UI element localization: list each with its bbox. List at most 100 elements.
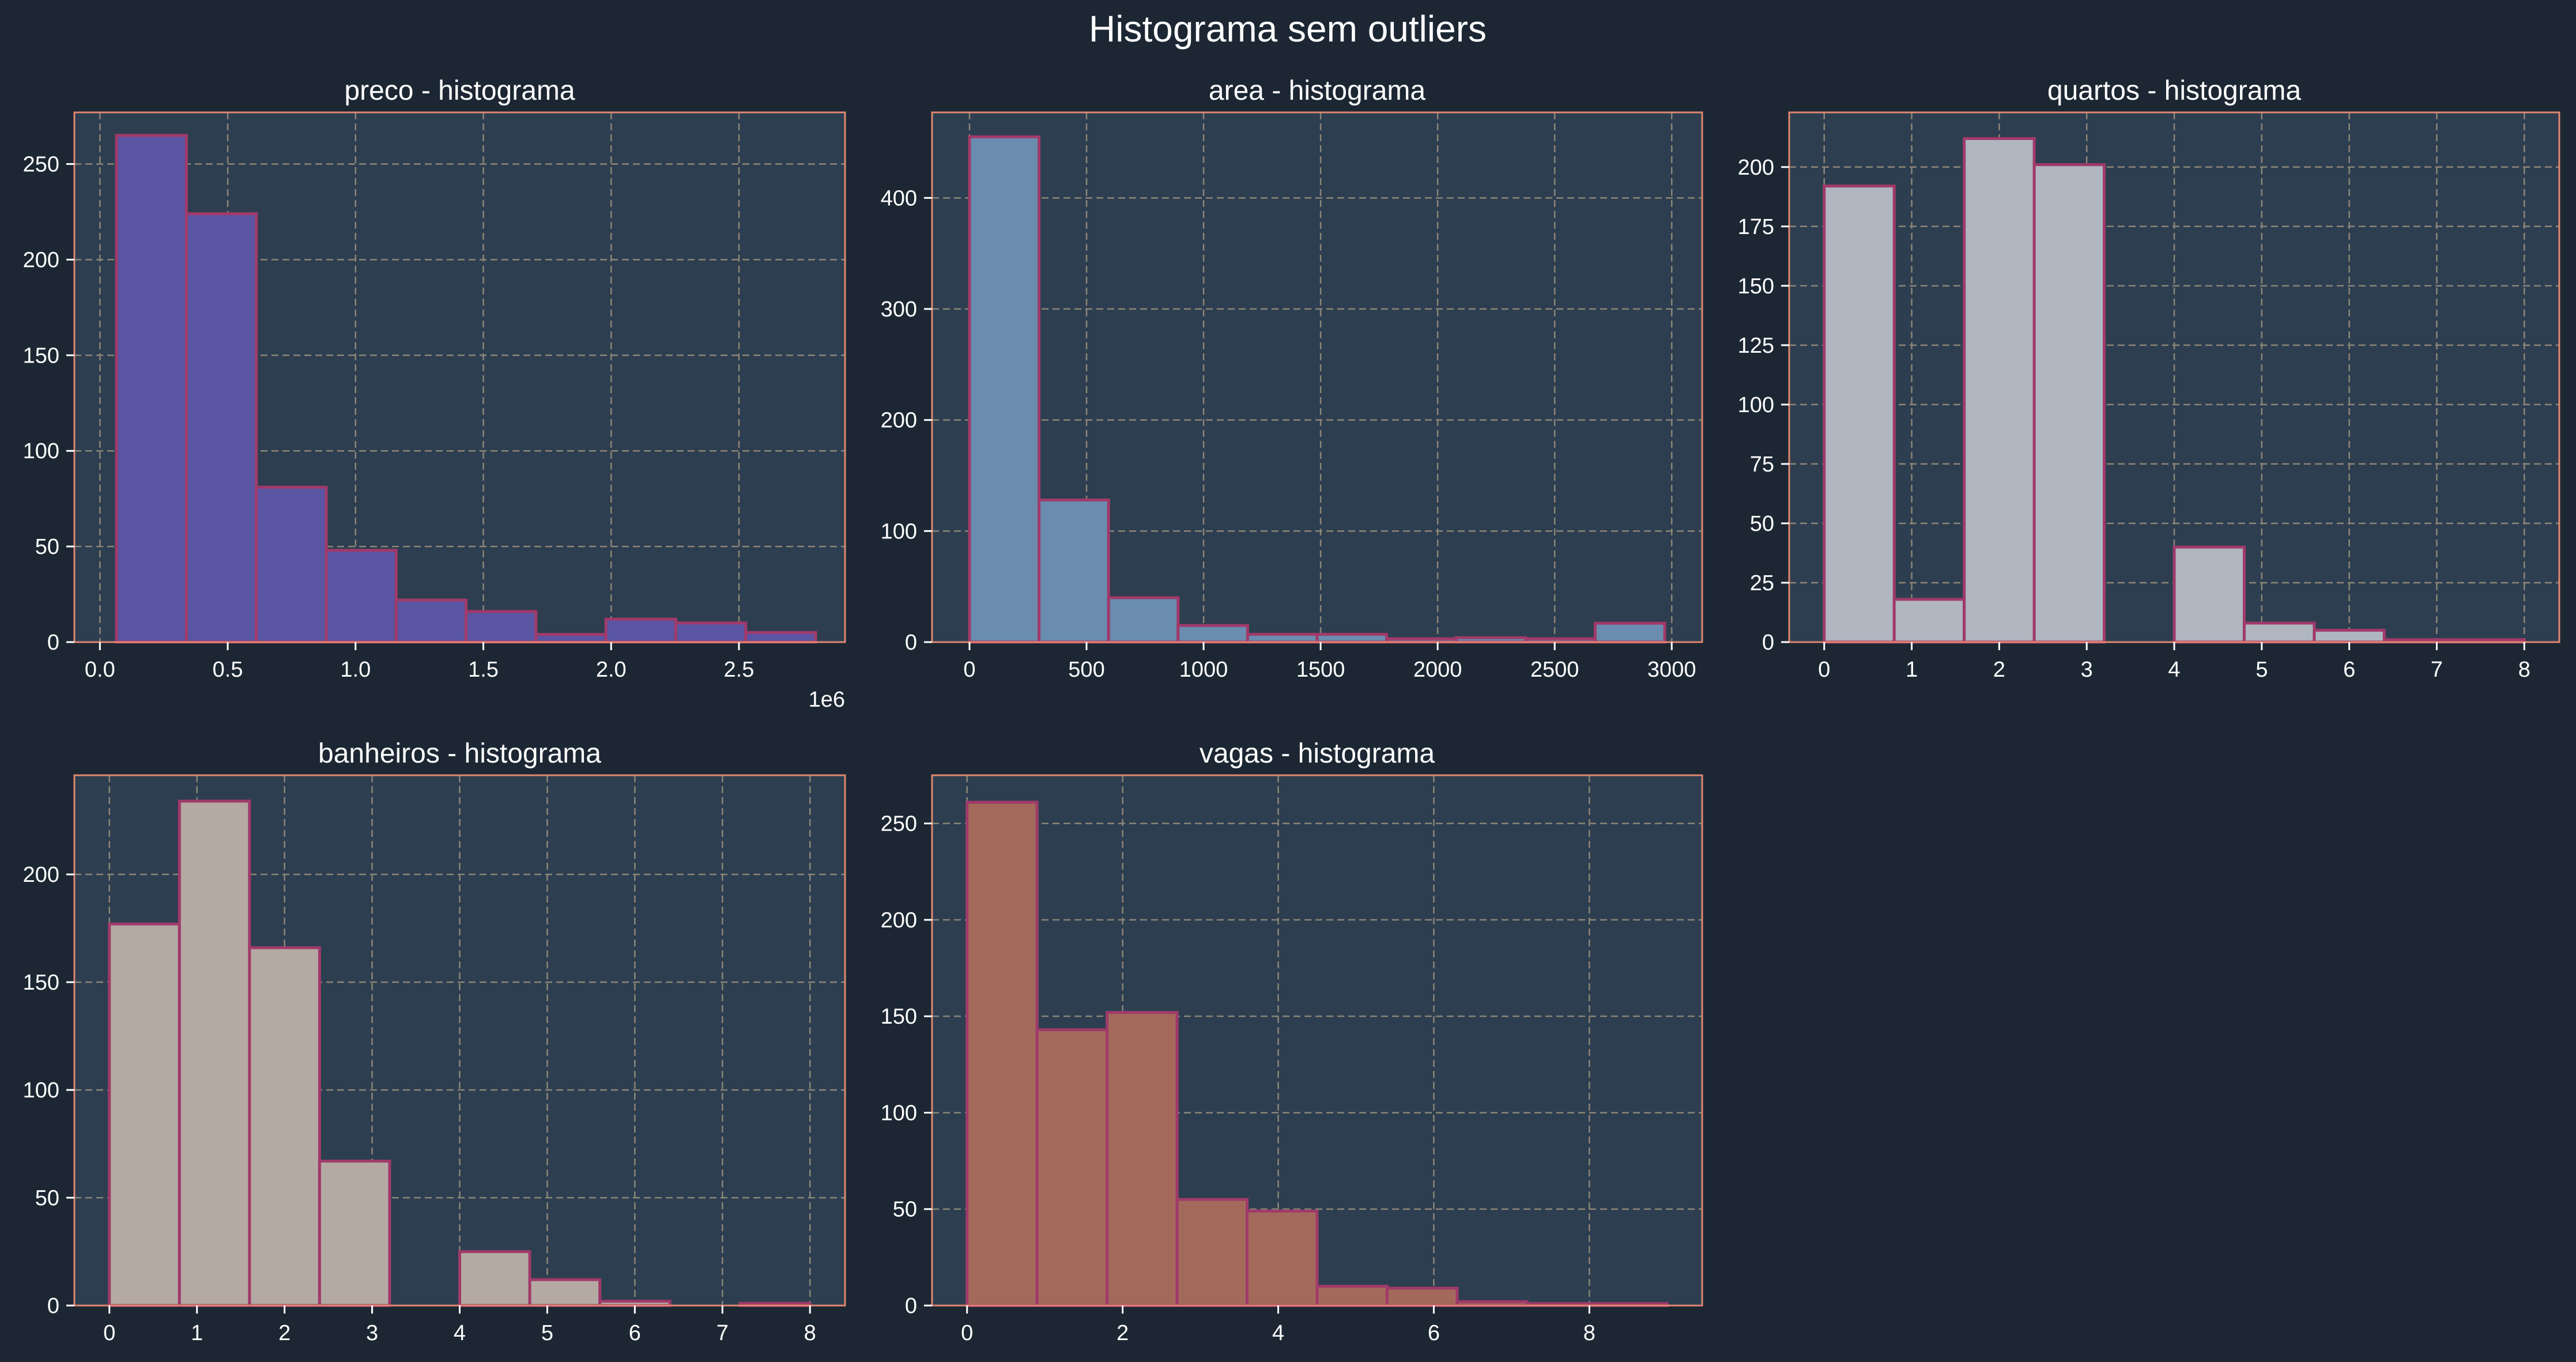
y-tick-label: 50 <box>35 1186 59 1210</box>
y-tick-label: 75 <box>1750 452 1774 477</box>
x-tick-label: 0 <box>963 658 975 682</box>
histogram-bar <box>2242 621 2316 644</box>
y-tick-label: 200 <box>881 409 917 433</box>
histogram-bar <box>1963 137 2036 644</box>
panel-title: area - histograma <box>1209 76 1425 106</box>
x-tick-label: 6 <box>2343 658 2355 682</box>
y-tick-label: 100 <box>23 439 59 463</box>
histogram-bar <box>1246 1209 1319 1307</box>
y-tick-label: 100 <box>881 519 917 544</box>
histogram-bar <box>184 212 258 644</box>
y-tick-label: 150 <box>23 971 59 995</box>
histogram-bar <box>1315 633 1389 644</box>
histogram-panel-3: 0 1 2 3 4 5 6 7 8 0 25 50 75 100 125 150 175 200 quartos -… <box>1738 76 2560 682</box>
x-tick-label: 7 <box>2431 658 2443 682</box>
y-tick-label: 50 <box>1750 512 1774 536</box>
y-tick-label: 50 <box>35 535 59 559</box>
histogram-bar <box>325 549 398 644</box>
x-tick-label: 6 <box>1428 1321 1440 1345</box>
histogram-bar <box>458 1250 531 1307</box>
histogram-bar <box>1593 621 1666 644</box>
y-tick-label: 0 <box>1762 631 1774 655</box>
histogram-bar <box>1892 598 1966 644</box>
y-tick-label: 300 <box>881 297 917 322</box>
histogram-bar <box>115 134 188 644</box>
y-tick-label: 200 <box>23 863 59 887</box>
y-tick-label: 0 <box>47 631 59 655</box>
x-tick-label: 1000 <box>1179 658 1228 682</box>
x-tick-label: 1.0 <box>340 658 371 682</box>
x-tick-label: 6 <box>629 1321 641 1345</box>
histogram-bar <box>1175 1198 1249 1307</box>
y-tick-label: 150 <box>1738 274 1774 299</box>
histogram-bar <box>1038 498 1110 644</box>
histogram-bar <box>1315 1285 1389 1307</box>
x-tick-label: 0.5 <box>213 658 243 682</box>
histogram-bar <box>248 946 321 1307</box>
histogram-bar <box>1823 184 1896 644</box>
axes-frame <box>73 111 846 643</box>
x-tick-label: 1 <box>191 1321 203 1345</box>
y-tick-label: 150 <box>23 344 59 368</box>
y-tick-label: 0 <box>47 1294 59 1318</box>
x-tick-label: 2.5 <box>724 658 755 682</box>
x-tick-label: 2000 <box>1413 658 1462 682</box>
figure-title: Histograma sem outliers <box>1089 8 1487 50</box>
x-tick-label: 0 <box>1818 658 1830 682</box>
x-tick-label: 2 <box>1993 658 2005 682</box>
y-tick-label: 200 <box>1738 156 1774 180</box>
axes-frame <box>931 111 1703 643</box>
x-tick-label: 3000 <box>1647 658 1696 682</box>
y-tick-label: 200 <box>881 908 917 933</box>
histogram-bar <box>1106 1010 1179 1307</box>
x-tick-label: 2500 <box>1530 658 1579 682</box>
x-tick-label: 1 <box>1906 658 1918 682</box>
histogram-bar <box>1385 1286 1459 1307</box>
x-tick-label: 2 <box>1117 1321 1129 1345</box>
x-tick-label: 3 <box>2081 658 2093 682</box>
y-tick-label: 400 <box>881 186 917 210</box>
histogram-bar <box>394 598 468 644</box>
histogram-bar <box>1176 624 1249 644</box>
histogram-bar <box>1246 633 1319 644</box>
x-tick-label: 3 <box>366 1321 378 1345</box>
x-tick-label: 5 <box>541 1321 553 1345</box>
panel-title: preco - histograma <box>344 76 575 106</box>
axis-offset-label: 1e6 <box>809 688 845 712</box>
histogram-bar <box>2173 545 2246 644</box>
x-tick-label: 2.0 <box>596 658 627 682</box>
y-tick-label: 125 <box>1738 334 1774 358</box>
x-tick-label: 4 <box>1272 1321 1284 1345</box>
y-tick-label: 100 <box>881 1101 917 1125</box>
y-tick-label: 250 <box>23 153 59 177</box>
histogram-panel-5: 0 2 4 6 8 0 50 100 150 200 250 vagas - histograma <box>881 738 1703 1345</box>
histogram-panel-4: 0 1 2 3 4 5 6 7 8 0 50 100 150 200 banheiros - histogr… <box>23 738 846 1345</box>
histogram-bar <box>255 485 328 644</box>
x-tick-label: 0.0 <box>85 658 115 682</box>
x-tick-label: 8 <box>804 1321 816 1345</box>
histogram-panel-2: 0 500 1000 1500 2000 2500 3000 0 100 200 300 400 are… <box>881 76 1703 682</box>
histogram-panel-1: 0.0 0.5 1.0 1.5 2.0 2.5 0 50 100 150 200 250 1e6 prec… <box>23 76 846 712</box>
x-tick-label: 8 <box>1583 1321 1596 1345</box>
histogram-bar <box>604 617 677 644</box>
x-tick-label: 1500 <box>1296 658 1345 682</box>
y-tick-label: 100 <box>23 1078 59 1103</box>
histogram-bar <box>674 621 748 644</box>
histogram-bar <box>2313 628 2386 644</box>
x-tick-label: 0 <box>103 1321 115 1345</box>
y-tick-label: 50 <box>893 1198 917 1222</box>
histogram-bar <box>178 799 251 1307</box>
histogram-bar <box>1107 596 1180 644</box>
x-tick-label: 4 <box>2168 658 2180 682</box>
histogram-bar <box>1035 1028 1109 1307</box>
x-tick-label: 5 <box>2256 658 2268 682</box>
y-tick-label: 100 <box>1738 393 1774 417</box>
histogram-bar <box>744 631 817 644</box>
x-tick-label: 7 <box>716 1321 729 1345</box>
axes-frame <box>931 774 1703 1307</box>
x-tick-label: 0 <box>961 1321 973 1345</box>
histogram-bar <box>528 1278 602 1307</box>
histogram-bar <box>534 633 608 644</box>
